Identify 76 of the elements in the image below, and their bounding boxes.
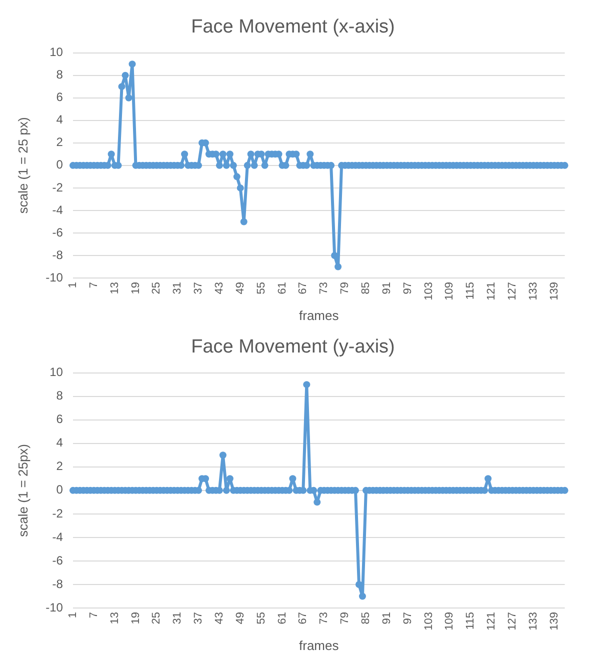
y-tick-label: -4	[52, 530, 64, 544]
y-tick-label: -4	[52, 202, 64, 217]
x-tick-label: 127	[506, 282, 519, 300]
x-tick-label: 19	[130, 612, 142, 624]
y-tick-label: -8	[52, 576, 64, 591]
x-tick-label: 139	[548, 282, 560, 300]
x-tick-label: 91	[380, 282, 393, 294]
x-tick-label: 91	[380, 612, 393, 624]
x-tick-label: 61	[276, 612, 288, 624]
x-tick-label: 85	[360, 612, 372, 624]
y-tick-label: -6	[52, 225, 64, 240]
x-tick-label: 127	[506, 612, 519, 630]
y-tick-label: 8	[56, 388, 64, 403]
x-tick-label: 109	[444, 282, 456, 300]
x-tick-label: 67	[297, 612, 310, 624]
x-tick-label: 49	[234, 612, 246, 624]
y-tick-label: 0	[56, 158, 64, 172]
x-tick-label: 31	[172, 612, 184, 624]
x-tick-label: 1	[66, 612, 79, 618]
x-tick-label: 55	[255, 282, 268, 294]
y-tick-label: 4	[56, 112, 64, 127]
chart-title: Face Movement (x-axis)	[191, 16, 395, 38]
x-tick-label: 73	[318, 612, 330, 624]
y-axis-title: scale (1 = 25 px)	[15, 117, 30, 214]
y-tick-label: -6	[52, 553, 64, 568]
x-tick-label: 85	[360, 282, 372, 294]
x-tick-label: 133	[527, 612, 540, 630]
x-tick-label: 1	[66, 282, 79, 288]
y-axis-title: scale (1 = 25px)	[15, 444, 30, 537]
x-axis-title: frames	[299, 308, 340, 323]
y-tick-label: 10	[50, 45, 64, 60]
x-tick-label: 67	[297, 282, 310, 294]
x-tick-label: 103	[422, 282, 435, 300]
y-tick-label: -8	[52, 248, 64, 262]
y-tick-label: -10	[46, 270, 64, 284]
y-tick-label: 0	[56, 482, 64, 497]
y-tick-label: 8	[56, 68, 64, 82]
x-tick-label: 37	[192, 282, 205, 294]
x-tick-label: 133	[527, 282, 540, 300]
x-tick-label: 121	[486, 282, 498, 300]
y-tick-label: -2	[52, 506, 64, 520]
x-tick-label: 31	[172, 282, 184, 294]
x-tick-label: 79	[339, 612, 352, 624]
x-tick-label: 103	[422, 612, 435, 630]
y-tick-label: -2	[52, 180, 64, 194]
y-tick-label: 6	[56, 90, 64, 104]
x-tick-label: 61	[276, 282, 288, 294]
x-tick-label: 13	[108, 612, 121, 624]
x-tick-label: 97	[402, 282, 414, 294]
x-tick-label: 49	[234, 282, 246, 294]
x-tick-label: 73	[318, 282, 330, 294]
x-tick-label: 7	[88, 612, 100, 618]
x-tick-label: 115	[464, 612, 477, 630]
x-tick-label: 79	[339, 282, 352, 294]
y-tick-label: 4	[56, 436, 64, 450]
x-tick-label: 43	[213, 282, 226, 294]
x-tick-label: 7	[88, 282, 100, 288]
y-tick-label: 2	[56, 135, 64, 150]
y-tick-label: 2	[56, 459, 64, 474]
y-tick-label: 10	[50, 365, 64, 380]
x-tick-label: 37	[192, 612, 205, 624]
x-tick-label: 121	[486, 612, 498, 630]
x-tick-label: 25	[150, 612, 163, 624]
x-tick-label: 25	[150, 282, 163, 294]
chart-title: Face Movement (y-axis)	[191, 336, 395, 358]
x-tick-label: 13	[108, 282, 121, 294]
x-axis-title: frames	[299, 638, 340, 653]
x-tick-label: 43	[213, 612, 226, 624]
x-tick-label: 19	[130, 282, 142, 294]
x-tick-label: 109	[444, 612, 456, 630]
x-tick-label: 115	[464, 282, 477, 300]
y-tick-label: -10	[46, 600, 64, 614]
x-tick-label: 139	[548, 612, 560, 630]
y-tick-label: 6	[56, 412, 64, 426]
x-tick-label: 55	[255, 612, 268, 624]
x-tick-label: 97	[402, 612, 414, 624]
